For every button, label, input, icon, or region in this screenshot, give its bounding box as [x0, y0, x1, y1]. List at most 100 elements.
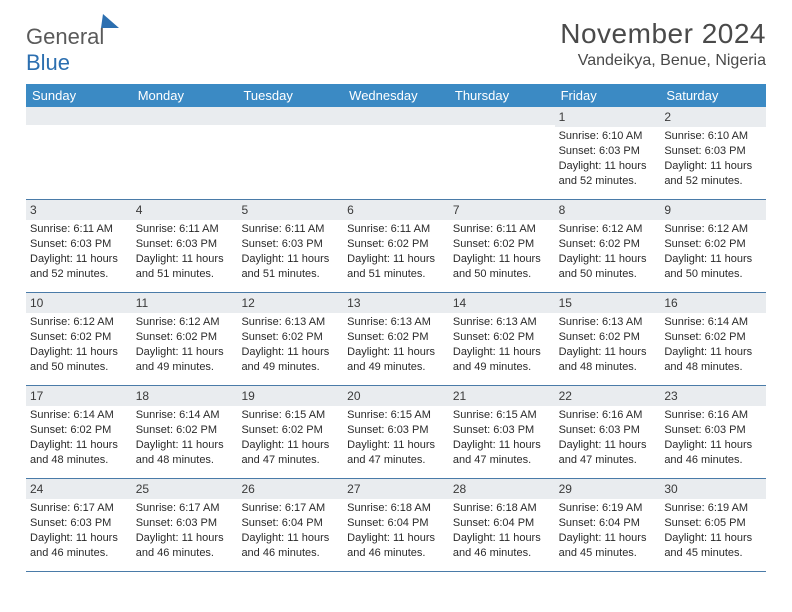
day-body: Sunrise: 6:17 AMSunset: 6:03 PMDaylight:…: [26, 499, 132, 564]
day-cell: 22Sunrise: 6:16 AMSunset: 6:03 PMDayligh…: [555, 386, 661, 478]
day-number: 20: [343, 386, 449, 406]
daylight-text: Daylight: 11 hours and 50 minutes.: [664, 252, 762, 282]
day-cell: 18Sunrise: 6:14 AMSunset: 6:02 PMDayligh…: [132, 386, 238, 478]
day-cell: 8Sunrise: 6:12 AMSunset: 6:02 PMDaylight…: [555, 200, 661, 292]
day-body: Sunrise: 6:17 AMSunset: 6:04 PMDaylight:…: [237, 499, 343, 564]
day-number: 12: [237, 293, 343, 313]
day-cell: 27Sunrise: 6:18 AMSunset: 6:04 PMDayligh…: [343, 479, 449, 571]
sunrise-text: Sunrise: 6:11 AM: [453, 222, 551, 237]
daylight-text: Daylight: 11 hours and 48 minutes.: [559, 345, 657, 375]
day-cell: 14Sunrise: 6:13 AMSunset: 6:02 PMDayligh…: [449, 293, 555, 385]
day-cell: 21Sunrise: 6:15 AMSunset: 6:03 PMDayligh…: [449, 386, 555, 478]
daylight-text: Daylight: 11 hours and 52 minutes.: [664, 159, 762, 189]
sunrise-text: Sunrise: 6:12 AM: [136, 315, 234, 330]
sunset-text: Sunset: 6:02 PM: [453, 330, 551, 345]
day-number: [449, 107, 555, 125]
sunset-text: Sunset: 6:02 PM: [559, 330, 657, 345]
sunset-text: Sunset: 6:02 PM: [241, 330, 339, 345]
sunrise-text: Sunrise: 6:18 AM: [347, 501, 445, 516]
daylight-text: Daylight: 11 hours and 51 minutes.: [136, 252, 234, 282]
day-body: Sunrise: 6:12 AMSunset: 6:02 PMDaylight:…: [660, 220, 766, 285]
day-number: [132, 107, 238, 125]
day-body: Sunrise: 6:15 AMSunset: 6:03 PMDaylight:…: [449, 406, 555, 471]
sunrise-text: Sunrise: 6:13 AM: [347, 315, 445, 330]
sunset-text: Sunset: 6:02 PM: [136, 423, 234, 438]
day-body: Sunrise: 6:16 AMSunset: 6:03 PMDaylight:…: [555, 406, 661, 471]
daylight-text: Daylight: 11 hours and 47 minutes.: [559, 438, 657, 468]
daylight-text: Daylight: 11 hours and 50 minutes.: [559, 252, 657, 282]
day-cell: 1Sunrise: 6:10 AMSunset: 6:03 PMDaylight…: [555, 107, 661, 199]
calendar-grid: Sunday Monday Tuesday Wednesday Thursday…: [26, 84, 766, 572]
day-body: Sunrise: 6:10 AMSunset: 6:03 PMDaylight:…: [660, 127, 766, 192]
day-number: 25: [132, 479, 238, 499]
sunrise-text: Sunrise: 6:11 AM: [136, 222, 234, 237]
daylight-text: Daylight: 11 hours and 46 minutes.: [453, 531, 551, 561]
month-title: November 2024: [560, 18, 766, 50]
calendar-page: General Blue November 2024 Vandeikya, Be…: [0, 0, 792, 584]
sunset-text: Sunset: 6:02 PM: [30, 423, 128, 438]
day-body: Sunrise: 6:10 AMSunset: 6:03 PMDaylight:…: [555, 127, 661, 192]
day-number: 19: [237, 386, 343, 406]
sunset-text: Sunset: 6:03 PM: [664, 423, 762, 438]
sunrise-text: Sunrise: 6:14 AM: [30, 408, 128, 423]
sunset-text: Sunset: 6:03 PM: [664, 144, 762, 159]
sunrise-text: Sunrise: 6:13 AM: [241, 315, 339, 330]
sunset-text: Sunset: 6:03 PM: [559, 144, 657, 159]
day-body: Sunrise: 6:11 AMSunset: 6:03 PMDaylight:…: [26, 220, 132, 285]
sunset-text: Sunset: 6:03 PM: [241, 237, 339, 252]
sunrise-text: Sunrise: 6:17 AM: [136, 501, 234, 516]
day-cell: [237, 107, 343, 199]
sunrise-text: Sunrise: 6:17 AM: [30, 501, 128, 516]
day-cell: 29Sunrise: 6:19 AMSunset: 6:04 PMDayligh…: [555, 479, 661, 571]
day-cell: 10Sunrise: 6:12 AMSunset: 6:02 PMDayligh…: [26, 293, 132, 385]
day-number: 11: [132, 293, 238, 313]
day-cell: 26Sunrise: 6:17 AMSunset: 6:04 PMDayligh…: [237, 479, 343, 571]
week-row: 1Sunrise: 6:10 AMSunset: 6:03 PMDaylight…: [26, 107, 766, 200]
sunset-text: Sunset: 6:04 PM: [559, 516, 657, 531]
sunrise-text: Sunrise: 6:15 AM: [453, 408, 551, 423]
sunrise-text: Sunrise: 6:11 AM: [30, 222, 128, 237]
daylight-text: Daylight: 11 hours and 46 minutes.: [136, 531, 234, 561]
sunrise-text: Sunrise: 6:17 AM: [241, 501, 339, 516]
daylight-text: Daylight: 11 hours and 45 minutes.: [559, 531, 657, 561]
day-number: [237, 107, 343, 125]
day-number: 6: [343, 200, 449, 220]
day-cell: 4Sunrise: 6:11 AMSunset: 6:03 PMDaylight…: [132, 200, 238, 292]
weekday-header: Saturday: [660, 84, 766, 107]
day-cell: 9Sunrise: 6:12 AMSunset: 6:02 PMDaylight…: [660, 200, 766, 292]
day-cell: 19Sunrise: 6:15 AMSunset: 6:02 PMDayligh…: [237, 386, 343, 478]
daylight-text: Daylight: 11 hours and 52 minutes.: [559, 159, 657, 189]
sunset-text: Sunset: 6:02 PM: [241, 423, 339, 438]
weekday-header-row: Sunday Monday Tuesday Wednesday Thursday…: [26, 84, 766, 107]
sunset-text: Sunset: 6:02 PM: [136, 330, 234, 345]
sunset-text: Sunset: 6:04 PM: [241, 516, 339, 531]
day-number: 1: [555, 107, 661, 127]
day-cell: 12Sunrise: 6:13 AMSunset: 6:02 PMDayligh…: [237, 293, 343, 385]
day-number: 27: [343, 479, 449, 499]
daylight-text: Daylight: 11 hours and 50 minutes.: [30, 345, 128, 375]
sunset-text: Sunset: 6:03 PM: [559, 423, 657, 438]
sunset-text: Sunset: 6:03 PM: [30, 516, 128, 531]
title-block: November 2024 Vandeikya, Benue, Nigeria: [560, 18, 766, 70]
day-cell: 11Sunrise: 6:12 AMSunset: 6:02 PMDayligh…: [132, 293, 238, 385]
location: Vandeikya, Benue, Nigeria: [560, 52, 766, 70]
week-row: 17Sunrise: 6:14 AMSunset: 6:02 PMDayligh…: [26, 386, 766, 479]
day-number: 9: [660, 200, 766, 220]
day-number: 13: [343, 293, 449, 313]
daylight-text: Daylight: 11 hours and 45 minutes.: [664, 531, 762, 561]
sunrise-text: Sunrise: 6:15 AM: [347, 408, 445, 423]
sunrise-text: Sunrise: 6:13 AM: [453, 315, 551, 330]
sunrise-text: Sunrise: 6:14 AM: [136, 408, 234, 423]
day-number: 16: [660, 293, 766, 313]
day-body: Sunrise: 6:12 AMSunset: 6:02 PMDaylight:…: [132, 313, 238, 378]
weekday-header: Tuesday: [237, 84, 343, 107]
daylight-text: Daylight: 11 hours and 46 minutes.: [347, 531, 445, 561]
day-cell: [26, 107, 132, 199]
logo-text: General Blue: [26, 24, 120, 76]
day-body: Sunrise: 6:11 AMSunset: 6:03 PMDaylight:…: [132, 220, 238, 285]
day-number: 29: [555, 479, 661, 499]
day-number: 5: [237, 200, 343, 220]
sunset-text: Sunset: 6:02 PM: [664, 237, 762, 252]
weeks-container: 1Sunrise: 6:10 AMSunset: 6:03 PMDaylight…: [26, 107, 766, 572]
weekday-header: Sunday: [26, 84, 132, 107]
